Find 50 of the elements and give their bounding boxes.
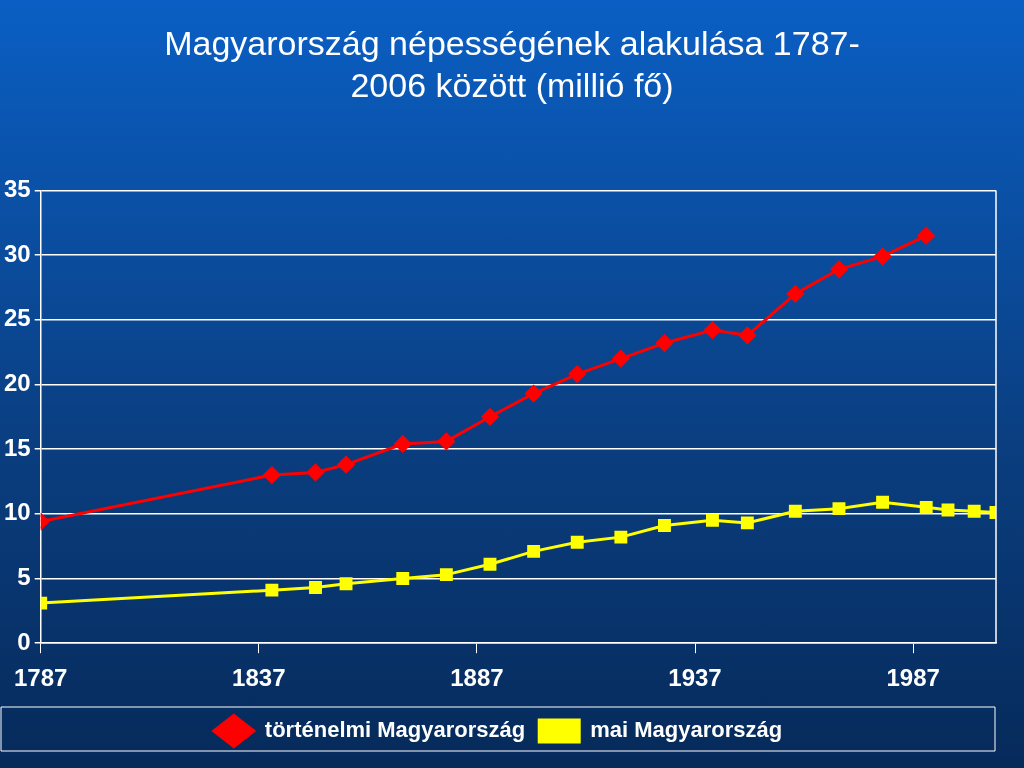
point — [658, 519, 671, 532]
point — [655, 334, 673, 352]
y-tick-label: 15 — [3, 433, 31, 461]
point — [830, 260, 848, 278]
y-tick-label: 0 — [17, 627, 31, 655]
point — [263, 466, 281, 484]
x-tick-label: 1787 — [14, 664, 68, 692]
point — [917, 227, 935, 245]
chart-title: Magyarország népességének alakulása 1787-2006 között (millió fő) — [163, 23, 861, 106]
x-tick-label: 1987 — [886, 664, 940, 692]
point — [612, 350, 630, 368]
point — [337, 456, 355, 474]
point — [786, 285, 804, 303]
point — [396, 572, 410, 585]
y-tick-label: 35 — [3, 175, 31, 203]
point — [525, 385, 543, 403]
point — [265, 583, 279, 597]
y-tick-label: 5 — [17, 563, 31, 591]
point — [483, 557, 497, 571]
point — [614, 530, 628, 544]
point — [740, 516, 754, 530]
x-tick-label: 1887 — [450, 664, 504, 692]
legend-label: mai Magyarország — [590, 717, 783, 743]
point — [832, 502, 846, 516]
point — [788, 504, 802, 518]
point — [437, 432, 455, 450]
point — [339, 577, 353, 591]
point — [738, 326, 756, 344]
legend-label: történelmi Magyarország — [264, 717, 526, 743]
point — [439, 568, 453, 582]
point — [307, 463, 325, 481]
y-tick-label: 10 — [3, 498, 31, 526]
point — [941, 503, 955, 517]
point — [874, 247, 892, 265]
x-tick-label: 1837 — [232, 664, 286, 692]
y-tick-label: 30 — [3, 239, 31, 267]
point — [394, 435, 412, 453]
y-tick-label: 20 — [3, 369, 31, 397]
x-tick-label: 1937 — [668, 664, 722, 692]
point — [570, 535, 584, 549]
point — [919, 500, 933, 514]
point — [568, 365, 586, 383]
point — [967, 504, 981, 518]
point — [309, 581, 322, 595]
point — [706, 513, 719, 527]
point — [703, 321, 721, 339]
point — [481, 408, 499, 426]
point — [527, 544, 541, 558]
point — [876, 495, 890, 509]
y-tick-label: 25 — [3, 304, 31, 332]
